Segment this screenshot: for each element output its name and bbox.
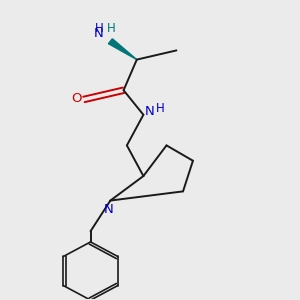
Text: N: N	[104, 203, 114, 216]
Text: H: H	[94, 22, 103, 35]
Text: H: H	[156, 101, 165, 115]
Text: H: H	[106, 22, 115, 35]
Text: N: N	[145, 105, 155, 118]
Text: O: O	[71, 92, 82, 105]
Polygon shape	[108, 39, 137, 60]
Text: N: N	[94, 27, 104, 40]
